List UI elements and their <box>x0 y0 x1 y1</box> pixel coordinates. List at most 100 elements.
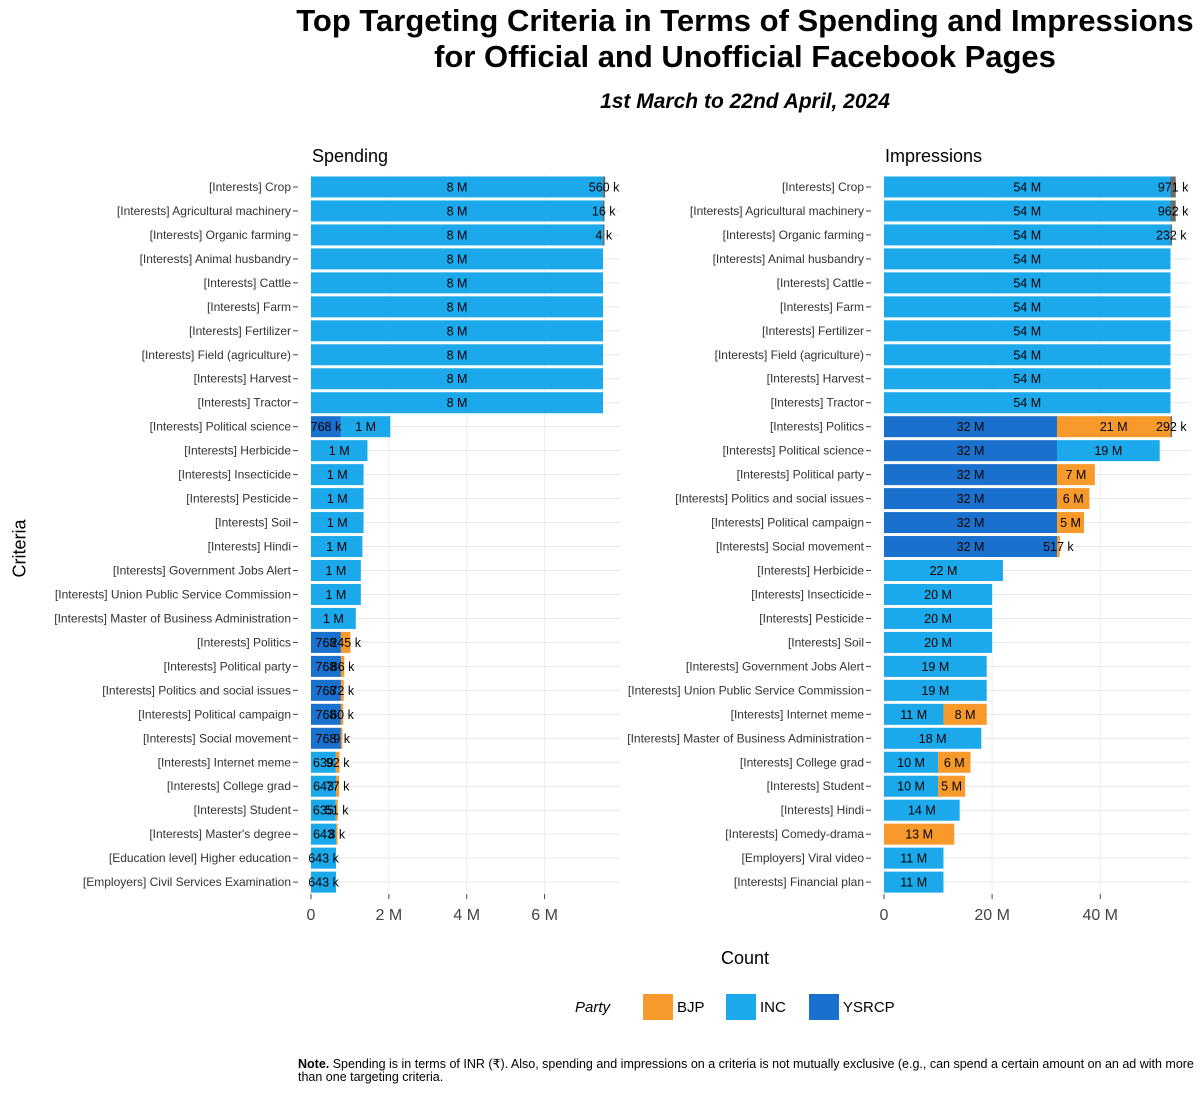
bar-inc <box>311 488 364 510</box>
y-tick-label: [Interests] Fertilizer <box>762 324 864 338</box>
bar-inc <box>884 847 944 869</box>
bar-value-label: 1 M <box>327 468 348 482</box>
chart-title-line1: Top Targeting Criteria in Terms of Spend… <box>296 3 1194 38</box>
bar-value-label: 11 M <box>900 708 927 722</box>
bar-value-label: 54 M <box>1013 372 1041 386</box>
y-tick-label: [Interests] Harvest <box>767 372 865 386</box>
x-tick-label: 40 M <box>1082 907 1118 924</box>
bar-inc <box>311 296 603 318</box>
y-tick-label: [Interests] Government Jobs Alert <box>686 659 865 673</box>
bar-inc <box>884 727 982 749</box>
bar-value-label: 54 M <box>1013 396 1041 410</box>
bar-inc <box>311 871 337 893</box>
y-tick-label: [Interests] Hindi <box>781 803 864 817</box>
y-tick-label: [Interests] Harvest <box>194 372 292 386</box>
bar-value-label: 517 k <box>1043 540 1074 554</box>
footnote-bold: Note. <box>298 1057 330 1071</box>
bar-value-label: 8 M <box>447 396 468 410</box>
bar-inc <box>884 560 1003 582</box>
bar-ysrcp <box>311 703 341 725</box>
bar-inc <box>884 200 1171 222</box>
y-tick-label: [Interests] Farm <box>780 300 864 314</box>
bar-bjp <box>340 631 351 653</box>
bar-ysrcp <box>884 464 1057 486</box>
bar-value-label: 19 M <box>1094 444 1122 458</box>
bar-bjp <box>938 751 971 773</box>
bar-value-label: 232 k <box>1156 228 1187 242</box>
legend-swatch-bjp <box>643 994 673 1020</box>
bar-value-label: 768 <box>316 636 337 650</box>
bar-value-label: 19 M <box>921 684 949 698</box>
bar-inc <box>884 176 1171 198</box>
y-tick-label: [Interests] Insecticide <box>178 468 291 482</box>
bar-value-label: 11 M <box>900 852 927 866</box>
bar-value-label: 19 M <box>921 660 949 674</box>
x-tick-label: 0 <box>307 907 316 924</box>
bar-inc <box>311 823 337 845</box>
bar-value-label: 8 M <box>447 372 468 386</box>
bar-value-label: 962 k <box>1158 204 1189 218</box>
y-tick-label: [Interests] Animal husbandry <box>713 252 864 266</box>
bar-ysrcp <box>884 536 1057 558</box>
bar-value-label: 1 M <box>327 492 348 506</box>
bar-value-label: 1 M <box>355 420 376 434</box>
bar-bjp <box>1056 488 1090 510</box>
bar-value-label: 5 M <box>941 780 962 794</box>
bar-bjp <box>884 823 955 845</box>
bar-value-label: 4 k <box>595 228 612 242</box>
bar-value-label: 86 k <box>331 660 355 674</box>
y-tick-label: [Interests] Social movement <box>143 731 292 745</box>
bar-inc <box>311 536 363 558</box>
y-tick-label: [Interests] College grad <box>740 755 864 769</box>
bar-bjp <box>340 655 345 677</box>
x-tick-label: 2 M <box>376 907 403 924</box>
bar-inc <box>1056 440 1160 462</box>
x-tick-label: 20 M <box>974 907 1010 924</box>
y-tick-label: [Interests] Tractor <box>198 396 291 410</box>
x-tick-label: 0 <box>880 907 889 924</box>
bar-value-label: 60 k <box>330 708 354 722</box>
bar-inc <box>884 224 1171 246</box>
bar-bjp <box>335 751 340 773</box>
y-tick-label: [Interests] Pesticide <box>186 492 291 506</box>
bar-value-label: 8 k <box>328 828 345 842</box>
y-tick-label: [Interests] Financial plan <box>734 875 864 889</box>
bar-value-label: 1 M <box>329 444 350 458</box>
bar-value-label: 32 M <box>957 492 985 506</box>
bar-value-label: 77 k <box>326 780 350 794</box>
bar-value-label: 54 M <box>1013 252 1041 266</box>
bar-value-label: 768 <box>316 660 337 674</box>
bar-value-label: 245 k <box>330 636 361 650</box>
bar-bjp <box>938 775 966 797</box>
bar-inc <box>311 607 356 629</box>
bar-value-label: 20 M <box>924 588 952 602</box>
y-tick-label: [Interests] Herbicide <box>184 444 291 458</box>
bar-inc <box>884 583 993 605</box>
bar-inc <box>884 392 1171 414</box>
bar-other <box>1170 416 1173 438</box>
bar-other <box>1170 224 1173 246</box>
bar-value-label: 643 <box>313 828 334 842</box>
y-tick-label: [Interests] Agricultural machinery <box>117 204 291 218</box>
bar-value-label: 8 M <box>447 348 468 362</box>
bar-inc <box>884 344 1171 366</box>
bar-inc <box>884 871 944 893</box>
y-tick-label: [Interests] College grad <box>167 779 291 793</box>
bar-value-label: 54 M <box>1013 276 1041 290</box>
bar-inc <box>884 368 1171 390</box>
bar-value-label: 54 M <box>1013 228 1041 242</box>
bar-other <box>1170 200 1176 222</box>
bar-value-label: 20 M <box>924 636 952 650</box>
impressions-panel-title: Impressions <box>885 146 983 166</box>
bar-inc <box>884 296 1171 318</box>
bar-value-label: 560 k <box>589 180 620 194</box>
bar-value-label: 72 k <box>330 684 354 698</box>
bar-value-label: 639 <box>313 756 334 770</box>
bar-value-label: 32 M <box>957 516 985 530</box>
y-tick-label: [Education level] Higher education <box>109 851 291 865</box>
bar-value-label: 18 M <box>919 732 947 746</box>
y-tick-label: [Interests] Fertilizer <box>189 324 291 338</box>
bar-bjp <box>1056 536 1060 558</box>
bar-value-label: 768 <box>316 732 337 746</box>
bar-inc <box>311 440 368 462</box>
